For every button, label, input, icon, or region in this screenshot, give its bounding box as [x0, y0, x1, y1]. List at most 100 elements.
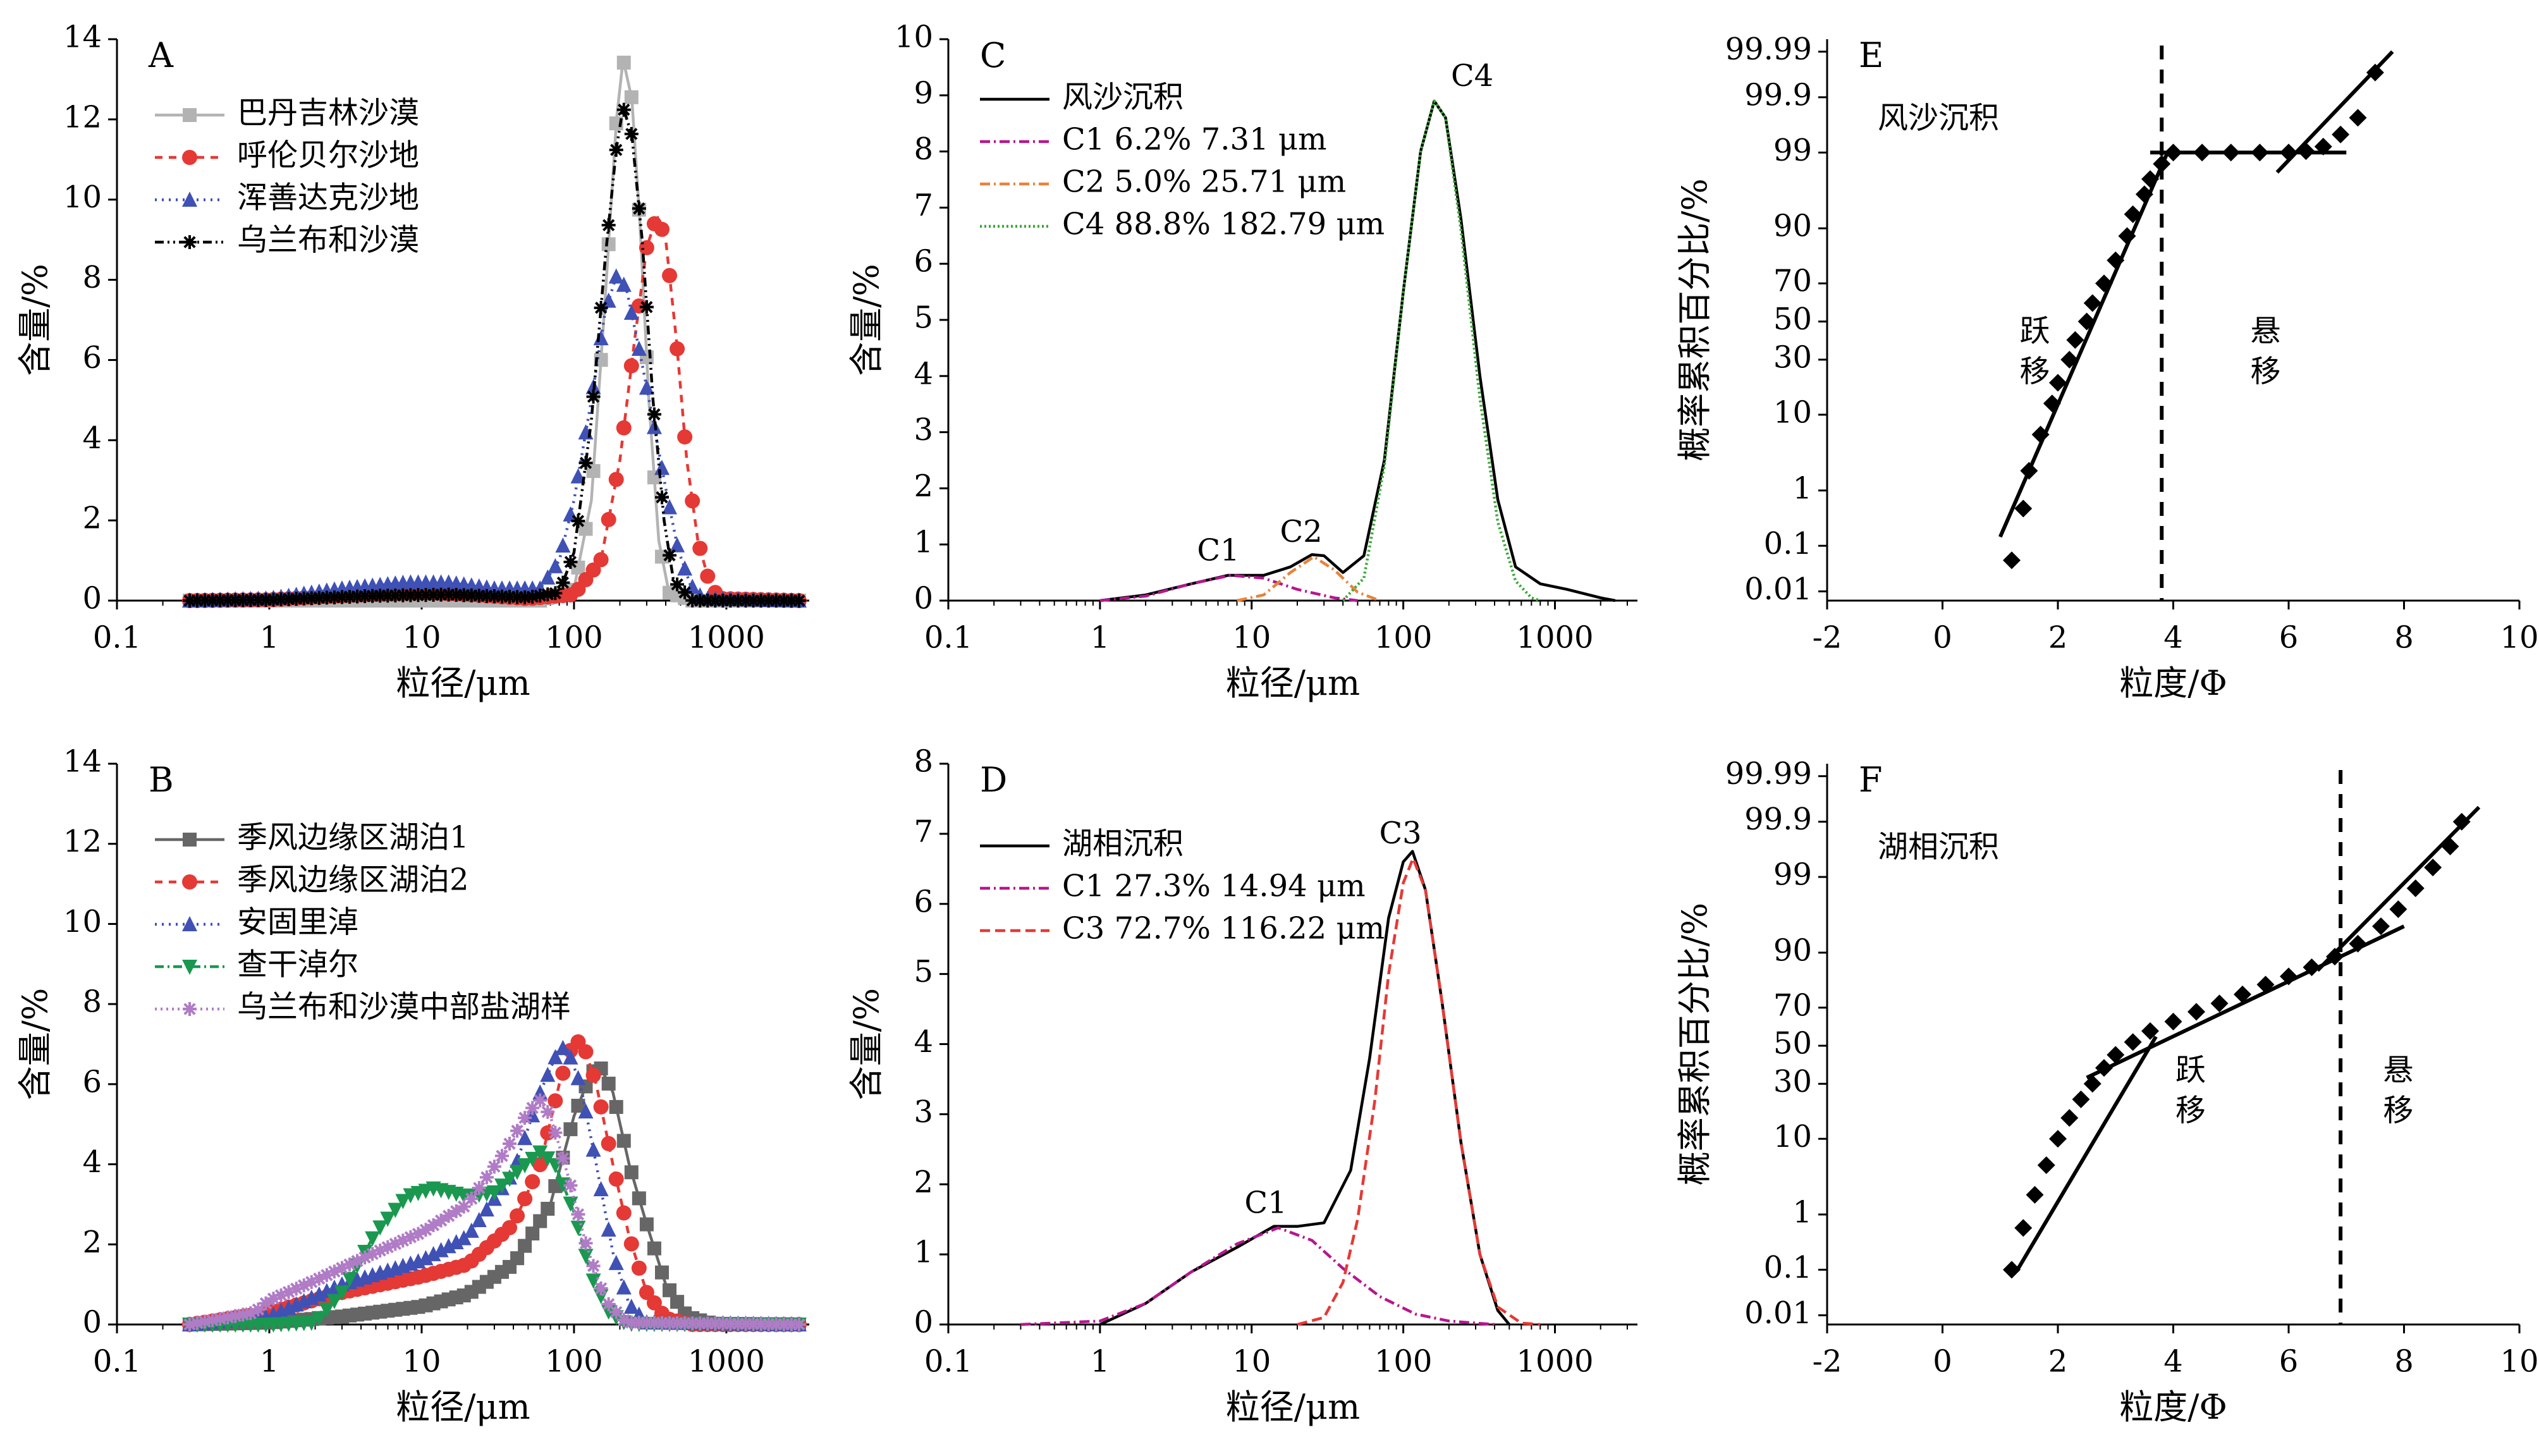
data-point	[708, 1316, 723, 1331]
data-point	[2280, 144, 2297, 162]
data-point	[570, 1220, 586, 1236]
data-point	[639, 300, 654, 314]
data-point	[281, 592, 296, 606]
data-point	[647, 1316, 661, 1330]
data-point	[373, 1243, 388, 1257]
data-point	[2124, 205, 2142, 223]
data-point	[586, 1259, 601, 1273]
data-point	[678, 1316, 692, 1330]
panel-d: 0.1 1 10 100 1000 0 1 2 3 4 5 6 7 8 湖相沉积 C1 27.3% 14.94…	[847, 744, 1637, 1427]
data-point	[601, 1077, 616, 1091]
x-tick-label: 4	[2163, 1344, 2183, 1380]
data-point	[365, 1231, 381, 1247]
data-point	[631, 340, 647, 356]
data-point	[723, 594, 738, 608]
label-suspension-2: 移	[2383, 1092, 2413, 1128]
data-point	[623, 1236, 639, 1252]
data-point	[2406, 879, 2425, 897]
data-point	[425, 1245, 441, 1261]
data-point	[601, 511, 616, 527]
data-point	[358, 1250, 372, 1264]
y-tick-label: 7	[914, 188, 933, 223]
panel-letter: B	[149, 760, 174, 800]
data-point	[563, 1122, 578, 1137]
data-point	[198, 593, 212, 608]
data-point	[411, 588, 425, 603]
data-point	[623, 1299, 639, 1314]
y-tick-label: 50	[1773, 302, 1812, 337]
data-point	[563, 554, 578, 569]
data-point	[441, 587, 456, 602]
data-point	[647, 1241, 661, 1256]
data-point	[2222, 144, 2240, 162]
data-point	[388, 1237, 403, 1251]
data-point	[2066, 331, 2084, 349]
y-tick-label: 10	[1773, 1119, 1812, 1154]
y-tick-label: 10	[63, 180, 102, 215]
series-line-3	[1342, 99, 1541, 603]
legend-label: 巴丹吉林沙漠	[237, 95, 419, 131]
data-point	[578, 1044, 594, 1060]
data-point	[663, 1316, 677, 1330]
y-tick-label: 5	[914, 954, 933, 989]
data-point	[494, 589, 509, 604]
data-point	[548, 586, 563, 601]
y-tick-label: 30	[1773, 340, 1812, 375]
data-point	[563, 1196, 578, 1212]
y-tick-label: 99	[1773, 857, 1812, 893]
data-point	[616, 420, 632, 436]
y-tick-label: 2	[914, 468, 933, 504]
data-point	[632, 201, 646, 216]
y-tick-label: 8	[82, 260, 102, 295]
data-point	[448, 1233, 464, 1249]
data-point	[388, 1202, 403, 1218]
data-point	[663, 1283, 677, 1297]
data-point	[182, 594, 197, 608]
data-point	[616, 1312, 631, 1327]
data-point	[311, 1311, 327, 1326]
data-point	[784, 594, 798, 608]
data-point	[2424, 859, 2442, 877]
data-point	[396, 588, 410, 603]
y-tick-label: 90	[1773, 209, 1812, 244]
y-axis-label: 含量/%	[847, 988, 886, 1101]
data-point	[259, 592, 273, 607]
data-point	[350, 589, 365, 604]
data-point	[761, 594, 776, 608]
data-point	[571, 1098, 585, 1113]
data-point	[2441, 837, 2459, 855]
data-point	[2153, 155, 2171, 173]
x-tick-label: 10	[2500, 1344, 2538, 1380]
data-point	[533, 1093, 548, 1108]
data-point	[792, 1318, 806, 1331]
x-tick-label: 1	[1091, 620, 1110, 656]
data-point	[426, 587, 441, 602]
data-point	[670, 341, 685, 357]
data-point	[266, 592, 281, 607]
x-tick-label: 4	[2163, 620, 2183, 656]
data-point	[593, 1181, 609, 1197]
y-tick-label: 0.01	[1744, 1295, 1812, 1331]
data-point	[624, 126, 639, 141]
data-point	[754, 1317, 768, 1331]
data-point	[221, 1310, 235, 1324]
data-point	[510, 1165, 525, 1180]
y-tick-label: 0.1	[1764, 1250, 1812, 1285]
legend-label: 安固里淖	[237, 905, 358, 940]
data-point	[205, 593, 220, 608]
data-point	[654, 460, 670, 475]
y-tick-label: 1	[1792, 1195, 1812, 1230]
data-point	[623, 358, 639, 374]
x-tick-label: 2	[2048, 620, 2068, 656]
data-point	[303, 1316, 319, 1331]
data-point	[2107, 251, 2125, 269]
data-point	[662, 499, 678, 515]
data-point	[2043, 395, 2061, 413]
data-point	[533, 1214, 548, 1228]
data-point	[616, 276, 632, 292]
data-point	[289, 592, 303, 606]
data-point	[479, 1201, 494, 1217]
y-tick-label: 8	[914, 132, 933, 167]
data-point	[624, 1165, 639, 1180]
